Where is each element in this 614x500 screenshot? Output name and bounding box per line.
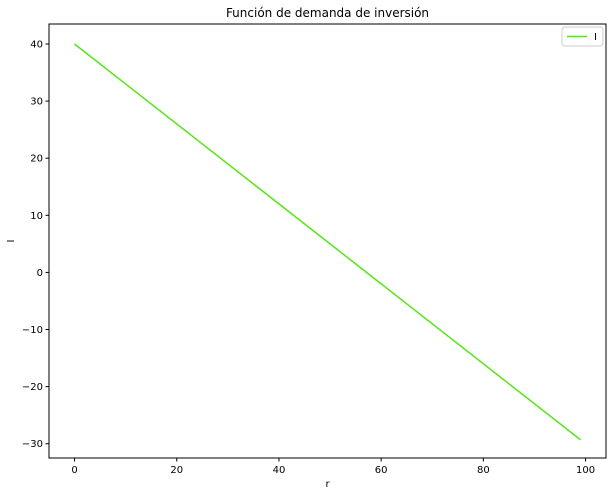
series-layer (74, 43, 581, 441)
x-tick-label: 20 (170, 465, 183, 476)
legend-label-I: I (594, 32, 597, 43)
y-tick-label: −30 (22, 439, 43, 450)
y-tick-label: 10 (30, 211, 43, 222)
x-tick-label: 100 (576, 465, 595, 476)
x-tick-label: 80 (477, 465, 490, 476)
y-tick-label: 30 (30, 97, 43, 108)
plot-frame (48, 23, 607, 459)
x-tick-label: 60 (375, 465, 388, 476)
x-axis-label: r (325, 479, 330, 490)
y-tick-label: 20 (30, 154, 43, 165)
x-tick-label: 0 (71, 465, 77, 476)
chart-title: Función de demanda de inversión (226, 6, 429, 20)
series-line-I (74, 43, 581, 441)
x-axis-ticks: 0 20 40 60 80 100 (71, 458, 595, 476)
y-tick-label: 0 (37, 268, 43, 279)
legend: I (561, 26, 604, 47)
y-tick-label: 40 (30, 39, 43, 50)
y-tick-label: −10 (22, 325, 43, 336)
y-tick-label: −20 (22, 382, 43, 393)
y-axis-label: I (6, 240, 17, 243)
x-tick-label: 40 (273, 465, 286, 476)
y-axis-ticks: −30 −20 −10 0 10 20 30 40 (22, 39, 49, 450)
